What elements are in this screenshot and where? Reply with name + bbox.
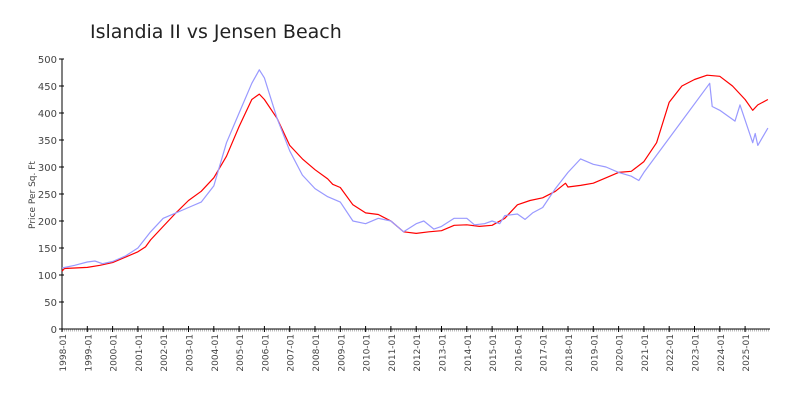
x-tick-label: 2002-01: [160, 334, 170, 372]
x-tick-label: 2008-01: [312, 334, 322, 372]
x-tick-label: 2023-01: [692, 334, 702, 372]
x-tick-label: 2025-01: [742, 334, 752, 372]
x-tick-label: 2000-01: [110, 334, 120, 372]
x-tick-label: 2013-01: [439, 334, 449, 372]
y-tick-label: 350: [38, 136, 57, 147]
x-tick-label: 2014-01: [464, 334, 474, 372]
x-tick-label: 2001-01: [135, 334, 145, 372]
x-tick-label: 2019-01: [590, 334, 600, 372]
x-tick-label: 2016-01: [514, 334, 524, 372]
y-tick-label: 400: [38, 109, 57, 120]
x-tick-label: 2010-01: [363, 334, 373, 372]
x-tick-label: 2021-01: [641, 334, 651, 372]
y-tick-label: 200: [38, 217, 57, 228]
axes: 0 50 100 150 200 250 300 350 400 450 500 1998-01 199…: [38, 55, 770, 372]
x-tick-label: 2018-01: [565, 334, 575, 372]
y-tick-label: 450: [38, 82, 57, 93]
series-lines: [61, 69, 769, 272]
y-tick-label: 150: [38, 244, 57, 255]
y-tick-label: 500: [38, 55, 57, 66]
x-tick-label: 1998-01: [59, 334, 69, 372]
x-tick-label: 2022-01: [666, 334, 676, 372]
x-tick-label: 2003-01: [186, 334, 196, 372]
x-tick-label: 2006-01: [261, 334, 271, 372]
series-line-2: [61, 69, 769, 269]
x-tick-label: 2017-01: [540, 334, 550, 372]
y-tick-label: 100: [38, 271, 57, 282]
y-tick-label: 0: [51, 325, 57, 336]
x-tick-label: 2011-01: [388, 334, 398, 372]
y-tick-label: 300: [38, 163, 57, 174]
y-axis-label: Price Per Sq. Ft: [28, 161, 38, 229]
x-tick-label: 2005-01: [236, 334, 246, 372]
x-tick-label: 2024-01: [717, 334, 727, 372]
x-tick-label: 1999-01: [84, 334, 94, 372]
y-tick-label: 250: [38, 190, 57, 201]
series-line-1: [61, 74, 769, 272]
x-tick-label: 2004-01: [211, 334, 221, 372]
x-tick-label: 2012-01: [413, 334, 423, 372]
x-tick-label: 2015-01: [489, 334, 499, 372]
y-tick-label: 50: [44, 298, 57, 309]
x-tick-label: 2009-01: [337, 334, 347, 372]
x-tick-label: 2007-01: [287, 334, 297, 372]
chart-title: Islandia II vs Jensen Beach: [90, 21, 342, 43]
x-tick-label: 2020-01: [616, 334, 626, 372]
